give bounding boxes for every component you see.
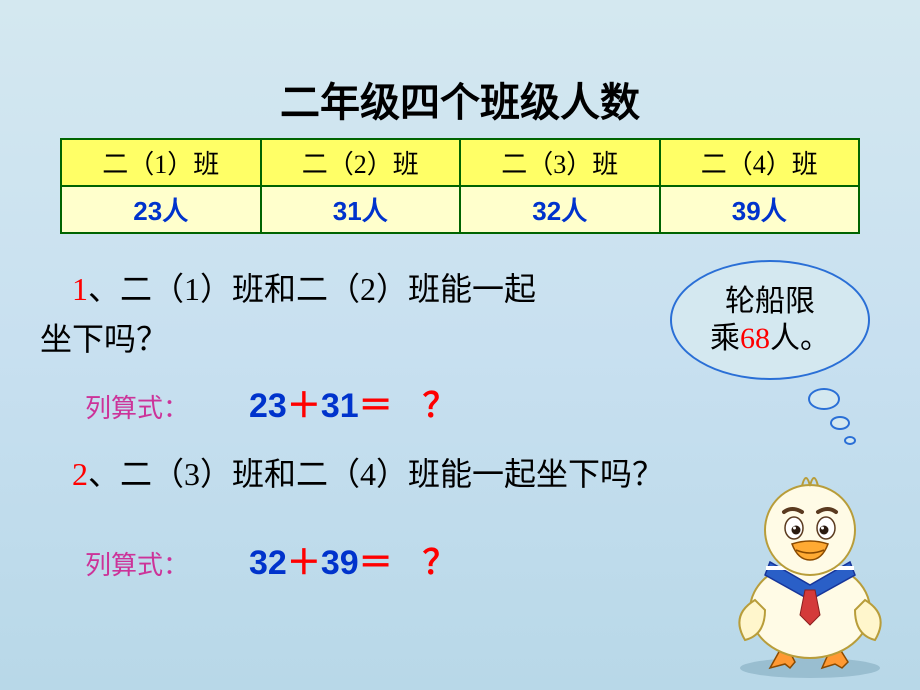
- bubble-line1: 轮船限: [725, 283, 815, 321]
- equation-label: 列算式：: [85, 545, 189, 582]
- bubble-dot-icon: [808, 388, 840, 410]
- col-header: 二（3）班: [460, 139, 660, 186]
- operand-b: 31: [321, 387, 359, 425]
- operand-a: 23: [249, 387, 287, 425]
- thought-bubble: 轮船限 乘68人。: [670, 260, 890, 380]
- equation-1-row: 列算式： 23＋31＝ ？: [85, 378, 880, 427]
- bubble-line2: 乘68人。: [710, 320, 830, 358]
- col-header: 二（1）班: [61, 139, 261, 186]
- question-mark: ？: [423, 545, 457, 582]
- q1-text-a: 、二（1）班和二（2）班能一起: [88, 271, 536, 307]
- equation-label: 列算式：: [85, 388, 189, 425]
- cell-value: 32人: [460, 186, 660, 233]
- plus-sign: ＋: [287, 388, 321, 425]
- bubble-text: 人。: [770, 322, 830, 355]
- operand-a: 32: [249, 544, 287, 582]
- equals-sign: ＝: [359, 388, 393, 425]
- plus-sign: ＋: [287, 545, 321, 582]
- cell-value: 39人: [660, 186, 860, 233]
- class-size-table: 二（1）班 二（2）班 二（3）班 二（4）班 23人 31人 32人 39人: [60, 138, 860, 234]
- q2-text: 、二（3）班和二（4）班能一起坐下吗？: [88, 456, 664, 492]
- col-header: 二（4）班: [660, 139, 860, 186]
- q2-number: 2: [72, 456, 88, 492]
- operand-b: 39: [321, 544, 359, 582]
- table-data-row: 23人 31人 32人 39人: [61, 186, 859, 233]
- equation-2: 32＋39＝ ？: [249, 535, 457, 584]
- cell-value: 23人: [61, 186, 261, 233]
- question-mark: ？: [423, 388, 457, 425]
- col-header: 二（2）班: [261, 139, 461, 186]
- bubble-dot-icon: [830, 416, 850, 430]
- table-header-row: 二（1）班 二（2）班 二（3）班 二（4）班: [61, 139, 859, 186]
- bubble-text: 乘: [710, 322, 740, 355]
- bubble-main: 轮船限 乘68人。: [670, 260, 870, 380]
- cell-value: 31人: [261, 186, 461, 233]
- equals-sign: ＝: [359, 545, 393, 582]
- limit-number: 68: [740, 322, 770, 355]
- equation-1: 23＋31＝ ？: [249, 378, 457, 427]
- q1-number: 1: [72, 271, 88, 307]
- duck-character-icon: [710, 440, 910, 680]
- page-title: 二年级四个班级人数: [0, 0, 920, 138]
